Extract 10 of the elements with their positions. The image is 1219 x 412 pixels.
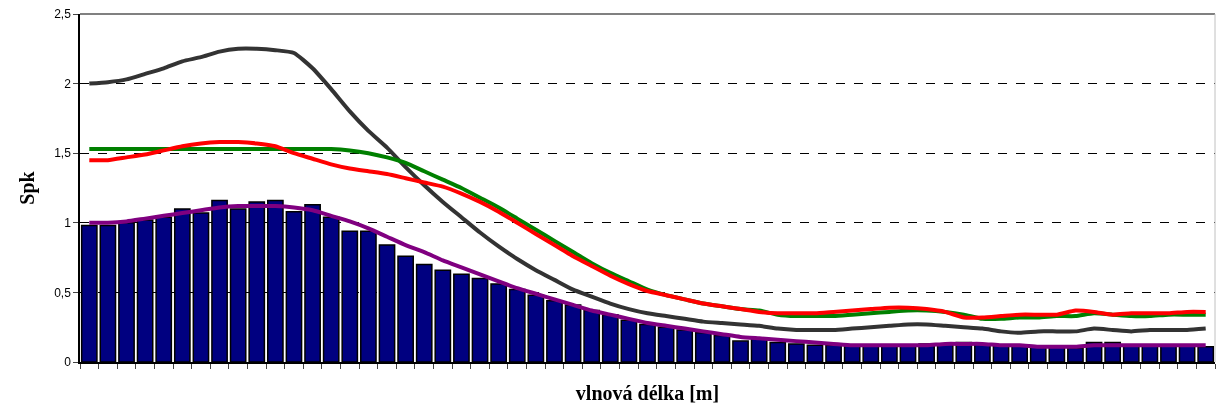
- y-tick-label: 2,5: [54, 7, 72, 22]
- x-axis-title: vlnová délka [m]: [575, 381, 720, 404]
- y-tick-label: 0: [64, 355, 72, 370]
- line-series: [87, 46, 1208, 335]
- y-axis-title: Spk: [16, 170, 40, 205]
- y-tick-label: 0,5: [54, 285, 72, 300]
- line-series: [87, 204, 1208, 349]
- y-tick-label: 2: [64, 76, 72, 91]
- y-tick-label: 1,5: [54, 146, 72, 161]
- y-tick-label: 1: [64, 216, 72, 230]
